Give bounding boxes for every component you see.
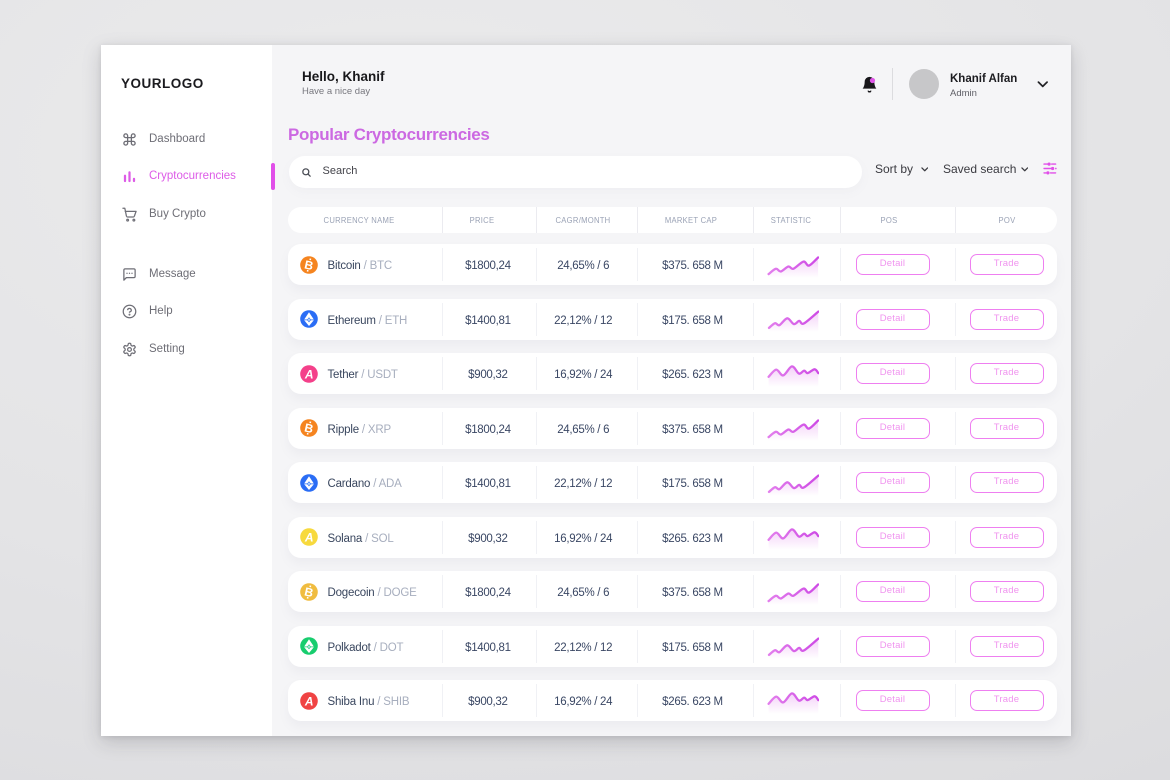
svg-text:B: B bbox=[303, 584, 315, 600]
svg-text:A: A bbox=[304, 531, 314, 545]
svg-text:B: B bbox=[303, 257, 315, 273]
svg-text:B: B bbox=[303, 421, 315, 437]
svg-text:A: A bbox=[304, 367, 314, 381]
svg-text:A: A bbox=[304, 694, 314, 708]
